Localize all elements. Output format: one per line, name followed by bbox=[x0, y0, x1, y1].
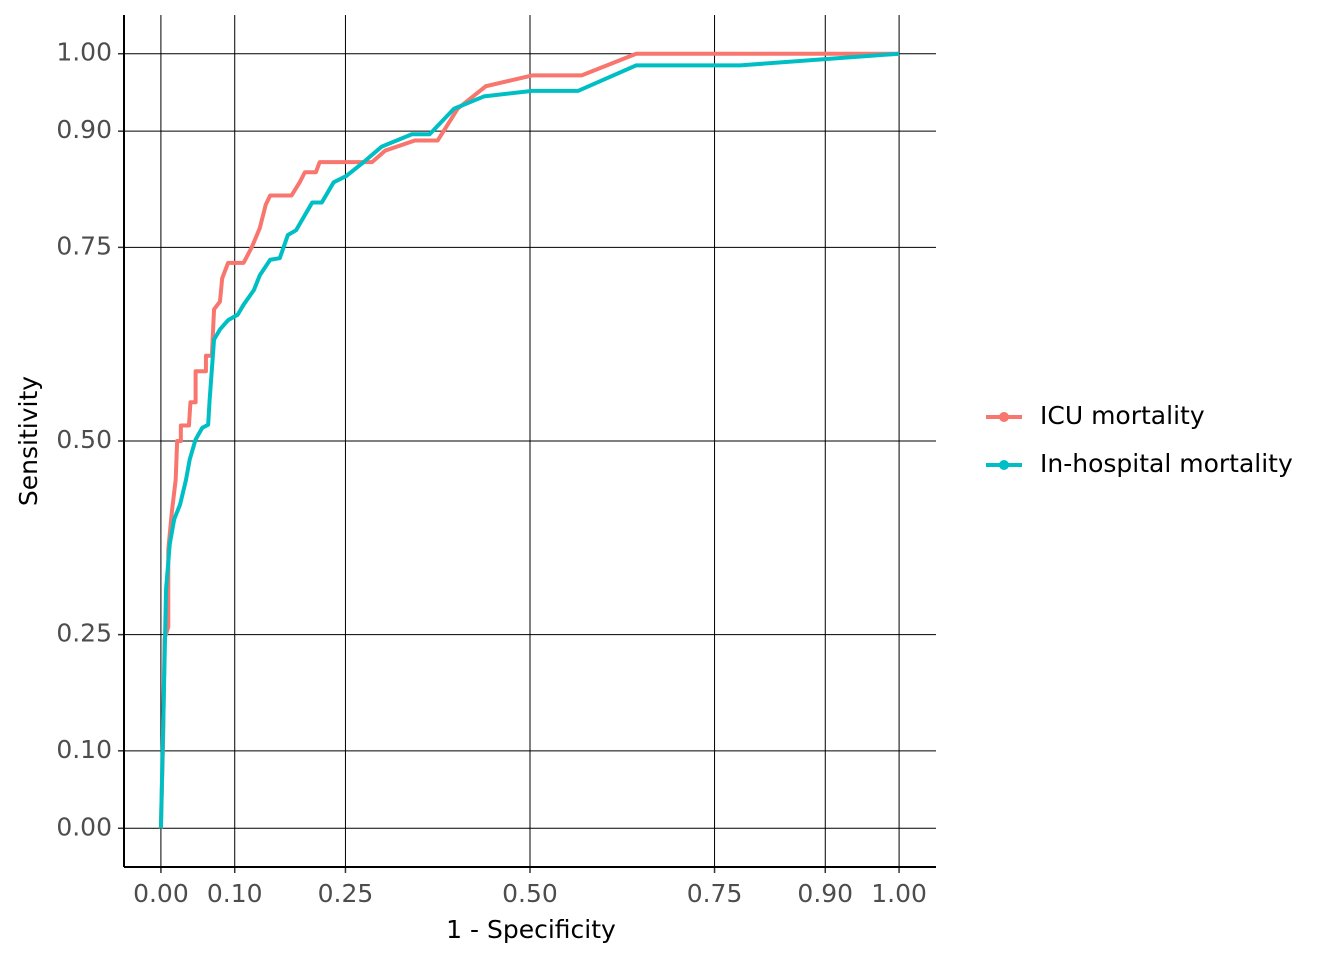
legend-label: In-hospital mortality bbox=[1040, 449, 1293, 478]
x-tick-label: 0.50 bbox=[502, 879, 558, 908]
x-axis-title: 1 - Specificity bbox=[446, 915, 616, 944]
x-tick-label: 0.75 bbox=[687, 879, 743, 908]
x-tick-label: 0.25 bbox=[318, 879, 374, 908]
x-tick-label: 0.10 bbox=[207, 879, 263, 908]
legend-key-dot bbox=[999, 460, 1009, 470]
y-tick-label: 1.00 bbox=[56, 38, 112, 67]
y-tick-label: 0.25 bbox=[56, 619, 112, 648]
y-tick-label: 0.75 bbox=[56, 231, 112, 260]
legend-label: ICU mortality bbox=[1040, 401, 1205, 430]
x-tick-label: 1.00 bbox=[871, 879, 927, 908]
y-axis-title: Sensitivity bbox=[14, 376, 43, 506]
y-tick-label: 0.50 bbox=[56, 425, 112, 454]
series-line bbox=[158, 51, 900, 829]
legend-key-dot bbox=[999, 412, 1009, 422]
series-line bbox=[158, 51, 900, 829]
y-tick-label: 0.10 bbox=[56, 735, 112, 764]
x-tick-label: 0.00 bbox=[133, 879, 189, 908]
y-tick-label: 0.90 bbox=[56, 115, 112, 144]
y-tick-label: 0.00 bbox=[56, 812, 112, 841]
x-tick-label: 0.90 bbox=[797, 879, 853, 908]
